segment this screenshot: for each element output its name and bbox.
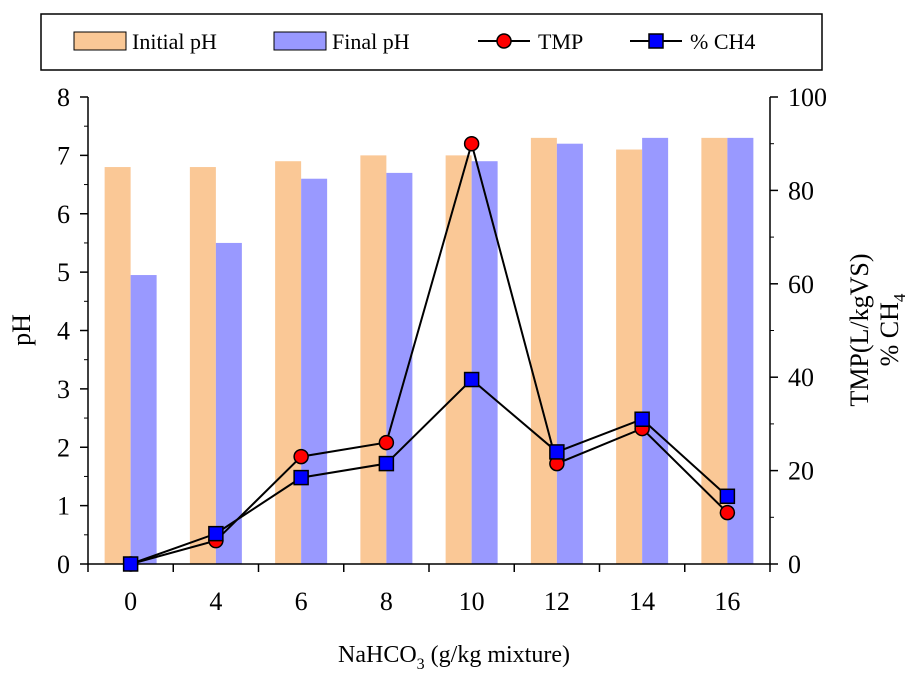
legend-marker-ch4 (648, 33, 664, 49)
bar-final-ph-14 (642, 137, 669, 565)
legend-label-tmp: TMP (538, 29, 583, 54)
legend-frame (40, 13, 823, 71)
bar-final-ph-4 (215, 242, 242, 564)
x-tick-label: 10 (459, 587, 485, 616)
bar-initial-ph-14 (616, 149, 643, 564)
bar-marks (104, 137, 754, 565)
y-left-tick-label: 6 (57, 200, 70, 229)
x-axis-label: NaHCO3 (g/kg mixture) (338, 642, 570, 673)
point-ch4-4 (208, 525, 224, 542)
x-tick-label: 8 (380, 587, 393, 616)
x-tick-label: 6 (295, 587, 308, 616)
x-label-main: NaHCO (338, 642, 417, 668)
legend-swatch-initial-ph (73, 31, 127, 51)
bar-final-ph-0 (130, 275, 157, 564)
ch4-label-sub: 4 (890, 293, 909, 302)
line-ch4 (130, 378, 729, 565)
bar-final-ph-10 (471, 161, 498, 564)
bar-initial-ph-6 (275, 161, 302, 564)
y-left-tick-label: 0 (57, 550, 70, 579)
x-tick-label: 12 (544, 587, 570, 616)
legend-swatch-final-ph (273, 31, 327, 51)
bar-initial-ph-12 (530, 137, 557, 565)
point-ch4-0 (122, 556, 139, 572)
point-tmp-16 (719, 504, 736, 521)
bar-initial-ph-0 (104, 167, 131, 565)
y-right-tick-label: 60 (788, 270, 814, 299)
point-tmp-10 (463, 135, 480, 152)
bar-final-ph-12 (556, 143, 583, 564)
line-tmp (130, 139, 729, 565)
point-tmp-8 (378, 434, 395, 451)
point-ch4-8 (378, 455, 395, 472)
point-ch4-12 (549, 444, 565, 460)
y-axis-right-label-ch4: % CH4 (875, 293, 909, 366)
y-left-tick-label: 8 (57, 83, 70, 112)
point-ch4-6 (293, 469, 309, 486)
y-left-tick-label: 5 (57, 258, 70, 287)
point-tmp-6 (293, 448, 309, 465)
y-right-tick-label: 80 (788, 176, 814, 205)
legend-label-final-ph: Final pH (332, 29, 410, 54)
line-marks (122, 135, 736, 572)
x-tick-label: 14 (629, 587, 655, 616)
y-right-tick-label: 0 (788, 550, 801, 579)
x-tick-label: 16 (714, 587, 740, 616)
legend-label-initial-ph: Initial pH (132, 29, 217, 54)
y-right-tick-label: 100 (788, 83, 827, 112)
point-ch4-16 (719, 488, 736, 505)
bar-final-ph-6 (301, 178, 328, 564)
legend-marker-tmp (496, 33, 512, 49)
point-ch4-10 (463, 371, 480, 388)
bar-initial-ph-10 (445, 155, 472, 564)
bar-initial-ph-4 (189, 167, 216, 565)
x-tick-label: 4 (209, 587, 222, 616)
y-left-tick-label: 4 (57, 317, 70, 346)
point-ch4-14 (634, 411, 650, 427)
ch4-label-main: % CH (875, 302, 904, 367)
legend-label-ch4: % CH4 (690, 29, 755, 54)
y-right-tick-label: 20 (788, 457, 814, 486)
y-left-tick-label: 2 (57, 433, 70, 462)
x-label-rest: (g/kg mixture) (425, 642, 570, 668)
y-left-tick-label: 7 (57, 141, 70, 170)
y-left-tick-label: 3 (57, 375, 70, 404)
x-tick-label: 0 (124, 587, 137, 616)
x-label-sub: 3 (417, 656, 425, 673)
y-axis-right-label-tmp: TMP(L/kgVS) (845, 253, 874, 406)
legend: Initial pH Final pH TMP % CH4 (40, 13, 823, 71)
y-axis-left-label: pH (7, 314, 36, 346)
axes (80, 96, 778, 572)
y-left-tick-label: 1 (57, 492, 70, 521)
y-right-tick-label: 40 (788, 363, 814, 392)
bar-initial-ph-8 (360, 155, 387, 564)
